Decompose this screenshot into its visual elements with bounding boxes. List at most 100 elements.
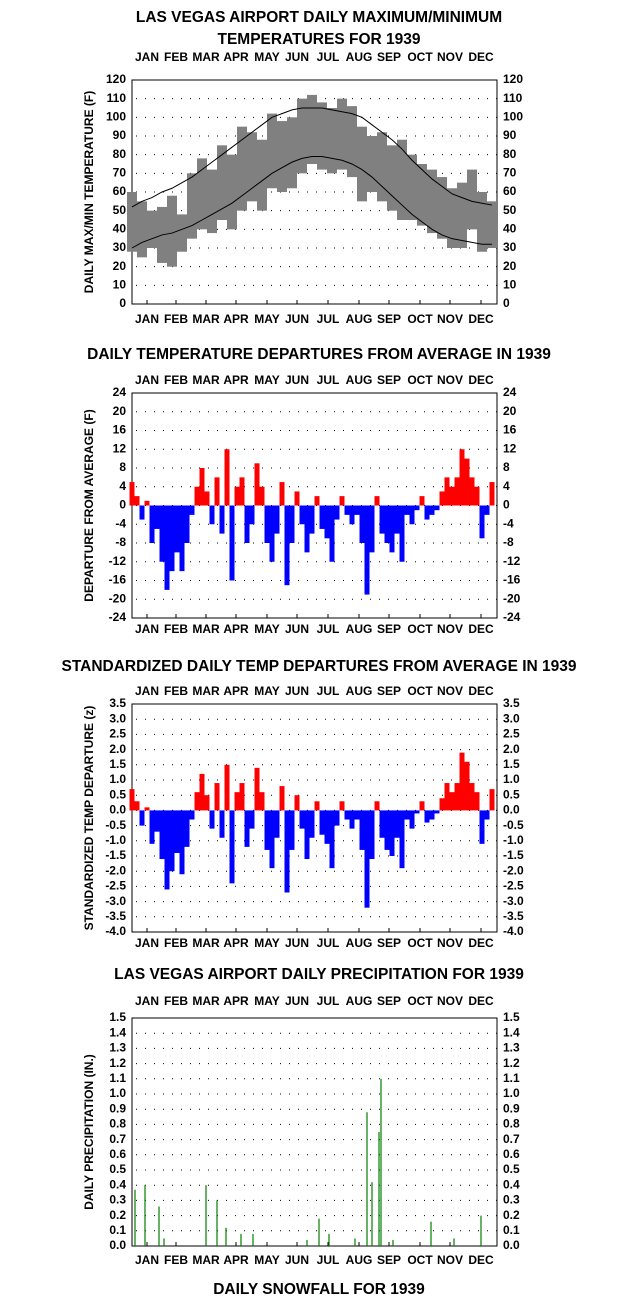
bar bbox=[419, 496, 425, 506]
y-tick-label: -1.5 bbox=[105, 848, 126, 862]
x-tick-label: MAR bbox=[192, 684, 220, 698]
x-tick-label: JUN bbox=[285, 373, 309, 387]
y-tick-label: -4 bbox=[115, 516, 126, 530]
bar bbox=[424, 810, 430, 823]
bar bbox=[304, 505, 310, 553]
bar bbox=[384, 810, 390, 850]
y2-tick-label: -3.5 bbox=[503, 909, 524, 923]
x-tick-label: SEP bbox=[377, 684, 401, 698]
y2-tick-label: -3.0 bbox=[503, 894, 524, 908]
temp-range bbox=[437, 177, 447, 239]
x-tick-label: MAY bbox=[254, 1253, 280, 1267]
x-tick-label: OCT bbox=[407, 1253, 433, 1267]
y2-tick-label: 0 bbox=[503, 498, 510, 512]
bar bbox=[179, 810, 185, 875]
y-tick-label: 12 bbox=[113, 441, 127, 455]
y-tick-label: 20 bbox=[113, 404, 127, 418]
x-tick-label: MAR bbox=[192, 312, 220, 326]
bar bbox=[364, 505, 370, 595]
bar bbox=[154, 810, 160, 832]
x-tick-label: NOV bbox=[437, 50, 463, 64]
bar bbox=[384, 505, 390, 543]
y2-tick-label: 3.0 bbox=[503, 711, 520, 725]
y2-tick-label: 12 bbox=[503, 441, 517, 455]
bar bbox=[299, 810, 305, 829]
bar bbox=[240, 1233, 242, 1246]
y-tick-label: -2.0 bbox=[105, 863, 126, 877]
bar bbox=[194, 486, 200, 506]
y2-tick-label: 100 bbox=[503, 110, 523, 124]
y2-tick-label: 1.5 bbox=[503, 1010, 520, 1024]
temp-range bbox=[317, 102, 327, 170]
temp-range bbox=[247, 132, 257, 202]
bar bbox=[254, 767, 260, 811]
bar bbox=[163, 1238, 165, 1246]
x-tick-label: DEC bbox=[468, 994, 494, 1008]
x-tick-label: MAR bbox=[192, 373, 220, 387]
x-tick-label: AUG bbox=[346, 936, 373, 950]
temp-range bbox=[127, 192, 137, 252]
y2-tick-label: 0.5 bbox=[503, 787, 520, 801]
bar bbox=[309, 810, 315, 838]
y2-tick-label: 20 bbox=[503, 259, 517, 273]
x-tick-label: APR bbox=[223, 373, 249, 387]
x-tick-label: SEP bbox=[377, 50, 401, 64]
y2-tick-label: -0.5 bbox=[503, 818, 524, 832]
x-tick-label: MAY bbox=[254, 684, 280, 698]
x-tick-label: FEB bbox=[164, 1253, 188, 1267]
x-tick-label: DEC bbox=[468, 936, 494, 950]
x-tick-label: NOV bbox=[437, 312, 463, 326]
temp-range bbox=[187, 173, 197, 239]
bar bbox=[279, 786, 285, 811]
bar bbox=[134, 801, 140, 811]
bar bbox=[329, 505, 335, 562]
x-tick-label: DEC bbox=[468, 1253, 494, 1267]
bar bbox=[354, 505, 360, 515]
x-tick-label: JAN bbox=[135, 1253, 159, 1267]
y2-tick-label: 30 bbox=[503, 240, 517, 254]
bar bbox=[449, 792, 455, 811]
bar bbox=[214, 477, 220, 506]
bar bbox=[474, 486, 480, 506]
bar bbox=[334, 810, 340, 826]
bar bbox=[164, 505, 170, 590]
y2-tick-label: 0.3 bbox=[503, 1193, 520, 1207]
bar bbox=[480, 1215, 482, 1246]
x-tick-label: JAN bbox=[135, 994, 159, 1008]
temp-range bbox=[487, 201, 497, 248]
bar bbox=[354, 1238, 356, 1246]
temp-range bbox=[467, 169, 477, 230]
x-tick-label: JUN bbox=[285, 50, 309, 64]
y-tick-label: 1.2 bbox=[109, 1056, 126, 1070]
x-tick-label: JAN bbox=[135, 684, 159, 698]
bar bbox=[374, 801, 380, 811]
bar bbox=[249, 810, 255, 829]
y-tick-label: -16 bbox=[109, 573, 127, 587]
y-tick-label: -4.0 bbox=[105, 924, 126, 938]
bar bbox=[219, 505, 225, 534]
bar bbox=[205, 1185, 207, 1246]
bar bbox=[154, 505, 160, 529]
y2-tick-label: -2.5 bbox=[503, 879, 524, 893]
temp-range bbox=[427, 169, 437, 234]
bar bbox=[324, 810, 330, 844]
x-tick-label: JUL bbox=[317, 684, 340, 698]
y-tick-label: 24 bbox=[113, 385, 127, 399]
bar bbox=[399, 810, 405, 869]
x-tick-label: AUG bbox=[346, 994, 373, 1008]
y-tick-label: 4 bbox=[119, 479, 126, 493]
bar bbox=[159, 505, 165, 562]
y2-tick-label: 0.1 bbox=[503, 1223, 520, 1237]
bar bbox=[379, 810, 385, 838]
bar bbox=[139, 505, 145, 520]
x-tick-label: FEB bbox=[164, 684, 188, 698]
y2-tick-label: 3.5 bbox=[503, 696, 520, 710]
bar bbox=[252, 1233, 254, 1246]
y-tick-label: 3.5 bbox=[109, 696, 126, 710]
bar bbox=[464, 458, 470, 506]
y2-tick-label: 80 bbox=[503, 147, 517, 161]
bar bbox=[329, 810, 335, 869]
bar bbox=[134, 496, 140, 506]
y-tick-label: -24 bbox=[109, 610, 127, 624]
bar bbox=[164, 810, 170, 890]
